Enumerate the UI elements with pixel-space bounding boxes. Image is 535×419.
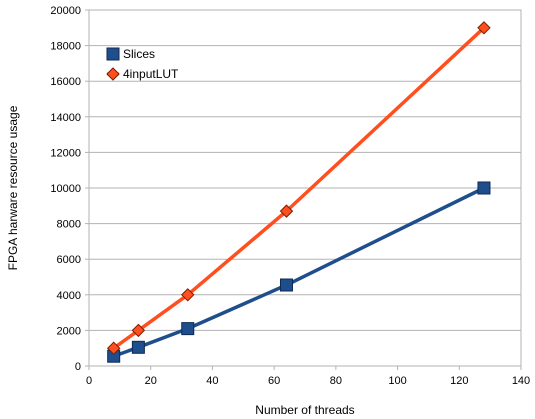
- x-tick-label: 140: [512, 375, 530, 387]
- y-tick-label: 20000: [50, 5, 81, 17]
- y-tick-label: 2000: [57, 325, 81, 337]
- y-tick-label: 6000: [57, 254, 81, 266]
- x-tick-label: 80: [330, 375, 342, 387]
- series-0: [107, 181, 491, 363]
- y-tick-label: 12000: [50, 147, 81, 159]
- data-point: [131, 323, 146, 338]
- x-axis-title: Number of threads: [255, 403, 354, 417]
- x-tick-label: 40: [206, 375, 218, 387]
- y-tick-label: 4000: [57, 290, 81, 302]
- x-tick-label: 100: [388, 375, 406, 387]
- legend-item: 4inputLUT: [106, 67, 179, 81]
- y-tick-label: 14000: [50, 112, 81, 124]
- y-tick-label: 0: [75, 361, 81, 373]
- data-point: [106, 47, 120, 61]
- legend-label: Slices: [123, 47, 155, 61]
- data-point: [477, 181, 491, 195]
- series-1: [106, 21, 491, 355]
- data-point: [477, 21, 491, 35]
- data-point: [106, 341, 121, 355]
- legend-label: 4inputLUT: [123, 67, 179, 81]
- grid-lines: [89, 9, 521, 367]
- data-point: [181, 288, 195, 302]
- data-point: [106, 67, 120, 81]
- y-tick-label: 16000: [50, 76, 81, 88]
- y-axis-title: FPGA harware resource usage: [6, 105, 20, 270]
- x-tick-label: 120: [450, 375, 468, 387]
- x-tick-labels: 0 20 40 60 80 100 120 140: [86, 366, 530, 387]
- series-layer: [106, 21, 491, 363]
- y-tick-label: 8000: [57, 219, 81, 231]
- series-line: [113, 186, 485, 358]
- x-tick-label: 0: [86, 375, 92, 387]
- y-tick-label: 10000: [50, 183, 81, 195]
- legend: Slices 4inputLUT: [106, 47, 179, 81]
- data-point: [279, 204, 294, 218]
- x-tick-label: 60: [268, 375, 280, 387]
- data-point: [181, 322, 195, 336]
- y-tick-label: 18000: [50, 41, 81, 53]
- data-point: [279, 278, 293, 292]
- x-tick-label: 20: [145, 375, 157, 387]
- data-point: [131, 340, 145, 354]
- legend-item: Slices: [106, 47, 155, 61]
- y-tick-labels: 0 2000 4000 6000 8000 10000 12000 14000 16000 180…: [50, 5, 89, 373]
